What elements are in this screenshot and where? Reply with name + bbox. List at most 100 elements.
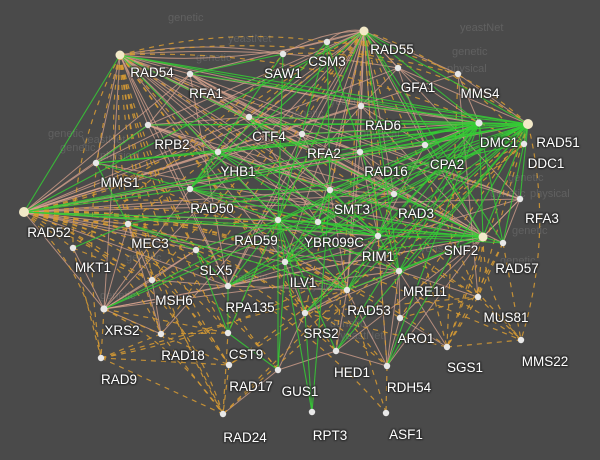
edge-yeastnet xyxy=(346,235,379,291)
graph-node-yhb1[interactable] xyxy=(214,148,222,156)
edge-yeastnet xyxy=(127,223,348,291)
graph-node-rad50[interactable] xyxy=(186,185,194,193)
edge-physical xyxy=(119,54,400,272)
graph-node-rpt3[interactable] xyxy=(308,408,316,416)
graph-node-cst9[interactable] xyxy=(224,329,232,337)
graph-node-ddc1[interactable] xyxy=(520,140,528,148)
edge-physical xyxy=(151,279,229,287)
graph-node-rfa1[interactable] xyxy=(186,70,194,78)
edge-genetic xyxy=(151,30,365,281)
graph-node-ctf4[interactable] xyxy=(245,113,253,121)
edge-yeastnet xyxy=(284,236,484,263)
graph-node-mms4[interactable] xyxy=(454,70,462,78)
edge-genetic xyxy=(304,312,448,348)
graph-node-cpa2[interactable] xyxy=(421,141,429,149)
edge-yeastnet xyxy=(478,122,504,244)
edge-genetic xyxy=(23,211,337,352)
graph-node-rad18[interactable] xyxy=(157,330,165,338)
graph-node-slx5[interactable] xyxy=(192,246,200,254)
edge-genetic xyxy=(520,123,541,341)
edge-yeastnet xyxy=(189,53,284,190)
edge-yeastnet xyxy=(23,54,121,213)
edge-yeastnet xyxy=(95,162,191,190)
graph-node-rad24[interactable] xyxy=(219,410,227,418)
graph-node-rpb2[interactable] xyxy=(144,121,152,129)
edge-genetic xyxy=(100,357,224,415)
edge-physical xyxy=(335,350,388,367)
graph-node-ilv1[interactable] xyxy=(281,258,289,266)
edge-yeastnet xyxy=(119,54,484,238)
graph-node-dmc1[interactable] xyxy=(475,119,483,127)
graph-node-rad59[interactable] xyxy=(274,216,282,224)
edge-yeastnet xyxy=(127,223,197,251)
edge-genetic xyxy=(119,53,525,145)
edge-yeastnet xyxy=(277,53,284,221)
edge-genetic xyxy=(477,236,484,298)
graph-node-ybr099c[interactable] xyxy=(314,218,322,226)
graph-node-asf1[interactable] xyxy=(382,409,390,417)
edge-physical xyxy=(386,317,401,367)
graph-node-mms22[interactable] xyxy=(517,336,525,344)
graph-node-mec3[interactable] xyxy=(124,220,132,228)
graph-node-mkt1[interactable] xyxy=(69,244,77,252)
graph-node-csm3[interactable] xyxy=(323,38,331,46)
edge-yeastnet xyxy=(519,123,529,200)
graph-node-srs2[interactable] xyxy=(301,309,309,317)
graph-node-rim1[interactable] xyxy=(374,232,382,240)
edge-genetic xyxy=(119,54,388,367)
graph-node-rad54[interactable] xyxy=(115,50,125,60)
edge-genetic xyxy=(91,54,121,359)
graph-node-rpa135[interactable] xyxy=(224,282,232,290)
graph-node-saw1[interactable] xyxy=(279,50,287,58)
graph-node-rad9[interactable] xyxy=(97,354,105,362)
edge-yeastnet xyxy=(23,122,480,213)
graph-node-smt3[interactable] xyxy=(326,186,334,194)
edge-yeastnet xyxy=(377,193,395,237)
edge-yeastnet xyxy=(248,116,529,125)
graph-node-mus81[interactable] xyxy=(474,293,482,301)
edge-physical xyxy=(189,30,365,75)
edge-yeastnet xyxy=(277,219,379,237)
graph-node-msh6[interactable] xyxy=(148,276,156,284)
graph-node-sgs1[interactable] xyxy=(443,343,451,351)
graph-node-snf2[interactable] xyxy=(478,232,488,242)
graph-node-rdh54[interactable] xyxy=(383,362,391,370)
edge-genetic xyxy=(385,365,388,414)
graph-node-rad17[interactable] xyxy=(225,361,233,369)
graph-node-xrs2[interactable] xyxy=(100,305,108,313)
edge-genetic xyxy=(446,242,504,348)
graph-node-rad6[interactable] xyxy=(357,102,365,110)
graph-node-gus1[interactable] xyxy=(274,366,282,374)
graph-node-rad52[interactable] xyxy=(19,207,29,217)
graph-node-rad51[interactable] xyxy=(523,119,533,129)
graph-node-hed1[interactable] xyxy=(332,347,340,355)
edge-genetic xyxy=(119,54,337,352)
graph-node-mms1[interactable] xyxy=(92,159,100,167)
edge-genetic xyxy=(326,41,529,125)
edge-yeastnet xyxy=(277,219,400,272)
graph-node-gfa1[interactable] xyxy=(394,64,402,72)
edge-genetic xyxy=(23,211,401,319)
graph-node-aro1[interactable] xyxy=(396,314,404,322)
edge-physical xyxy=(23,211,229,287)
edge-physical xyxy=(335,289,348,352)
edge-physical xyxy=(277,312,306,371)
graph-node-rad53[interactable] xyxy=(343,286,351,294)
graph-node-rad3[interactable] xyxy=(390,190,398,198)
graph-node-rad16[interactable] xyxy=(356,148,364,156)
edge-genetic xyxy=(23,211,230,366)
edge-yeastnet xyxy=(346,236,484,291)
edge-physical xyxy=(277,350,337,371)
graph-node-rad57[interactable] xyxy=(499,239,507,247)
edge-yeastnet xyxy=(502,123,529,244)
graph-node-rfa2[interactable] xyxy=(298,130,306,138)
edge-genetic xyxy=(222,289,348,415)
edge-yeastnet xyxy=(363,30,480,124)
edge-genetic xyxy=(335,30,365,352)
edge-physical xyxy=(363,30,395,195)
graph-node-mre11[interactable] xyxy=(395,267,403,275)
edge-yeastnet xyxy=(346,123,529,291)
graph-node-rfa3[interactable] xyxy=(516,195,524,203)
graph-node-rad55[interactable] xyxy=(359,26,369,36)
